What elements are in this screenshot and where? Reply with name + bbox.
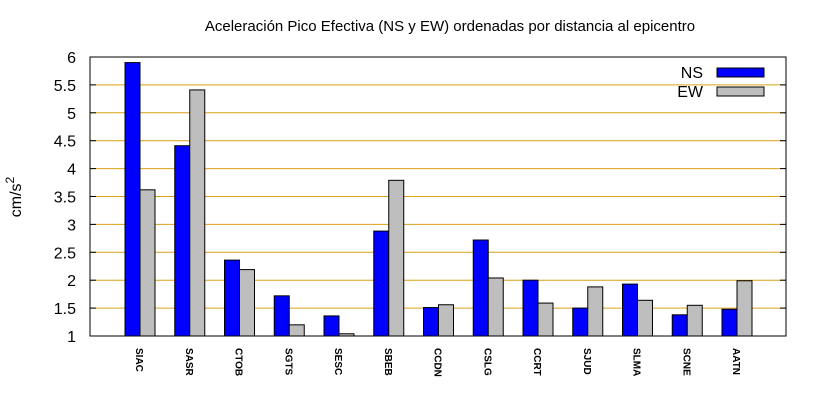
x-tick-label: SGTS: [282, 348, 293, 376]
bar-ns-ccrt: [522, 279, 539, 337]
bar-ns-sesc: [323, 315, 340, 337]
bar-ew-cslg: [487, 277, 504, 337]
bar-ns-ctob: [224, 259, 240, 337]
x-tick-label: SESC: [332, 348, 343, 375]
bar-ew-sasr: [189, 89, 206, 337]
bar-ns-sbeb: [373, 230, 390, 337]
legend-swatch: [716, 67, 765, 78]
y-tick-label: 4: [67, 162, 76, 179]
gridlines: [90, 84, 786, 309]
bar-ns-ccdn: [423, 307, 439, 337]
bar-ns-sasr: [174, 145, 191, 337]
y-tick-label: 6: [67, 50, 76, 67]
x-tick-label: AATN: [730, 348, 741, 375]
bar-ns-aatn: [721, 308, 738, 337]
legend-label: EW: [677, 84, 704, 101]
bars: [124, 62, 753, 337]
legend: NS EW: [677, 65, 765, 101]
x-tick-label: SJUD: [581, 348, 592, 375]
y-axis-label: cm/s2: [3, 176, 25, 217]
x-axis-ticks: SIAC SASR CTOB SGTS SESC SBEB CCDN CSLG CCRT SJUD…: [133, 348, 741, 377]
bar-ew-sgts: [288, 324, 305, 337]
y-axis-ticks: 1 1.5 2 2.5 3 3.5 4 4.5 5 5.5 6: [54, 50, 786, 346]
bar-ew-ctob: [239, 269, 255, 337]
x-tick-label: SBEB: [382, 348, 393, 376]
bar-ew-siac: [139, 189, 156, 337]
bar-ns-slma: [622, 283, 638, 337]
x-tick-label: SCNE: [680, 348, 691, 376]
bar-ns-sjud: [572, 307, 589, 337]
x-tick-label: CCDN: [432, 348, 443, 377]
y-tick-label: 2: [67, 273, 76, 290]
x-tick-label: SLMA: [631, 348, 642, 376]
bar-ns-sgts: [273, 295, 290, 337]
x-tick-label: SIAC: [133, 348, 144, 372]
bar-ew-sbeb: [388, 179, 405, 337]
bar-ns-scne: [671, 314, 688, 337]
bar-ew-ccdn: [438, 304, 454, 337]
bar-ns-siac: [124, 62, 141, 337]
bar-ew-aatn: [736, 280, 753, 337]
chart-title: Aceleración Pico Efectiva (NS y EW) orde…: [205, 18, 695, 35]
x-tick-label: SASR: [183, 348, 194, 377]
legend-label: NS: [681, 65, 703, 82]
x-tick-label: CCRT: [531, 348, 542, 376]
y-tick-label: 5: [67, 106, 76, 123]
y-tick-label: 4.5: [54, 134, 76, 151]
x-tick-label: CTOB: [233, 348, 244, 376]
bar-ew-slma: [637, 299, 653, 337]
y-tick-label: 3: [67, 217, 76, 234]
y-tick-label: 1: [67, 329, 76, 346]
bar-ew-scne: [686, 304, 703, 337]
y-tick-label: 2.5: [54, 245, 76, 262]
bar-ew-sjud: [587, 286, 604, 337]
bar-ns-cslg: [472, 239, 489, 337]
y-axis-label-exponent: 2: [3, 176, 17, 183]
x-tick-label: CSLG: [481, 348, 492, 376]
y-tick-label: 1.5: [54, 301, 76, 318]
bar-ew-ccrt: [537, 302, 554, 337]
y-axis-label-unit: cm/s: [8, 183, 25, 217]
y-tick-label: 5.5: [54, 78, 76, 95]
plot-frame: [89, 56, 787, 337]
y-tick-label: 3.5: [54, 190, 76, 207]
legend-swatch: [716, 86, 765, 97]
